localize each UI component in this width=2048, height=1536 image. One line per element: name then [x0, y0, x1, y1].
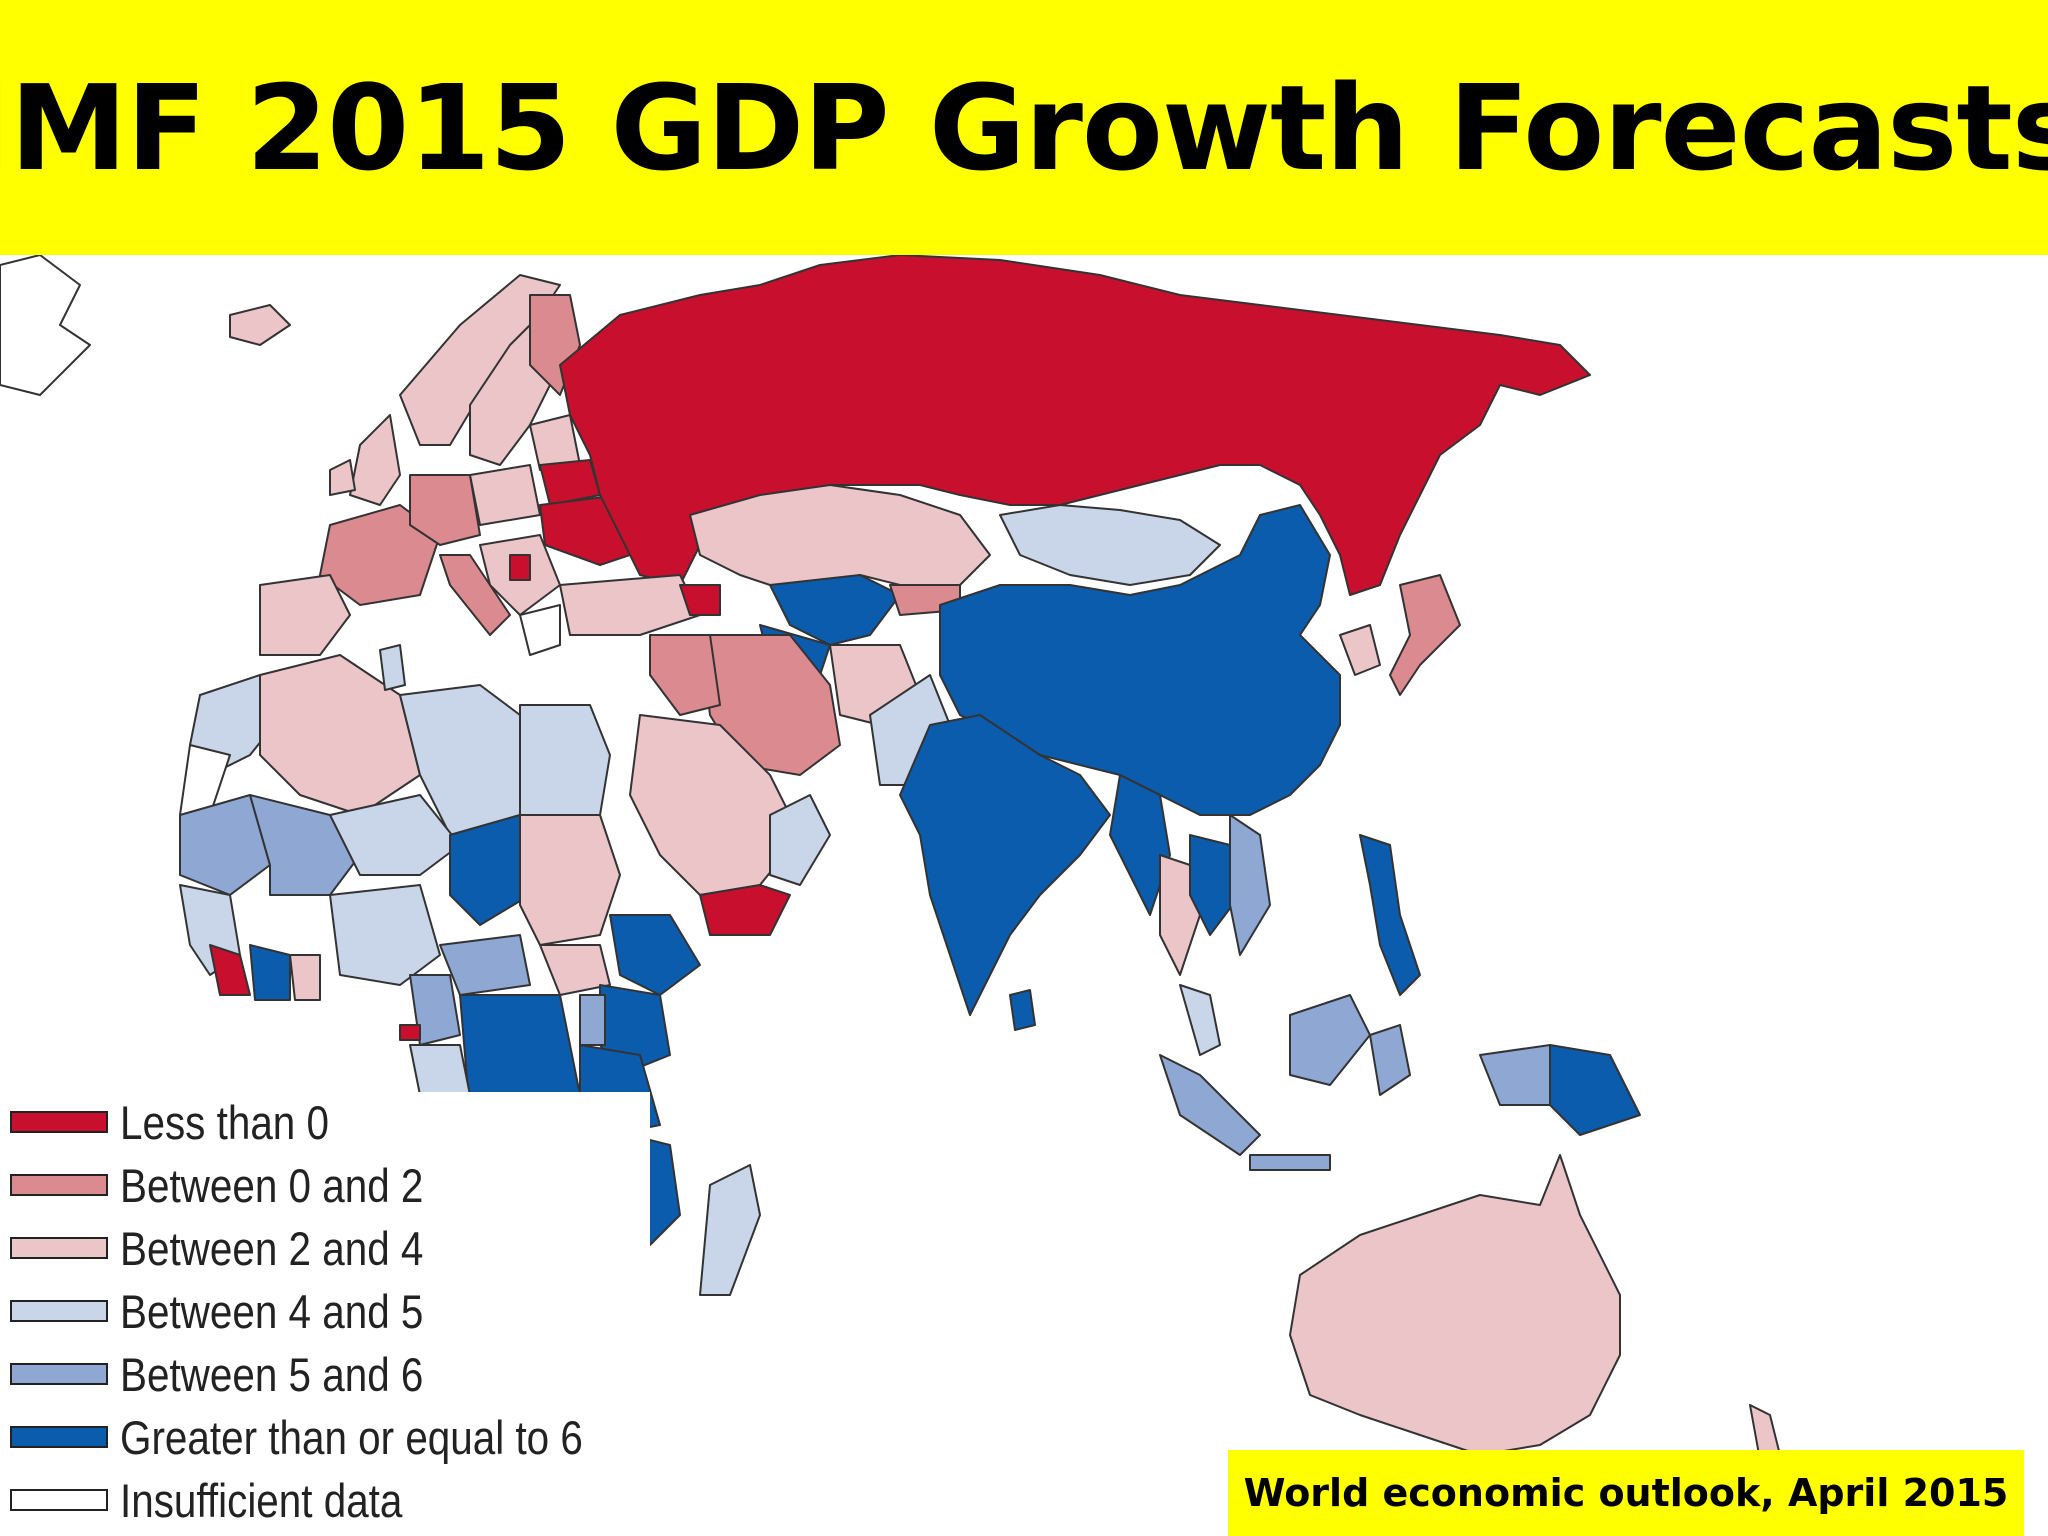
legend-swatch — [10, 1489, 108, 1511]
region-new-guinea-west — [1479, 1044, 1561, 1106]
region-niger — [329, 794, 461, 876]
region-laos-cambodia — [1189, 834, 1241, 936]
region-iceland — [229, 304, 291, 346]
region-oman — [769, 794, 831, 886]
region-sulawesi — [1369, 1024, 1411, 1096]
source-box: World economic outlook, April 2015 — [1228, 1450, 2024, 1536]
region-poland — [469, 464, 541, 526]
legend-label: Less than 0 — [120, 1095, 329, 1149]
legend-label: Between 5 and 6 — [120, 1347, 424, 1401]
legend-swatch — [10, 1111, 108, 1133]
region-uk — [349, 414, 401, 506]
legend-item-5-to-6: Between 5 and 6 — [10, 1344, 473, 1404]
region-nigeria — [329, 884, 441, 986]
region-cameroon — [409, 974, 461, 1046]
legend-item-ge-6: Greater than or equal to 6 — [10, 1407, 658, 1467]
region-malaysia — [1179, 984, 1221, 1056]
region-philippines — [1359, 834, 1421, 996]
region-car — [439, 934, 531, 996]
map-legend: Less than 0 Between 0 and 2 Between 2 an… — [0, 1092, 650, 1536]
region-uzbekistan — [769, 574, 901, 646]
region-ethiopia — [609, 914, 701, 996]
region-ireland — [329, 459, 356, 496]
legend-item-insufficient: Insufficient data — [10, 1470, 448, 1530]
legend-swatch — [10, 1300, 108, 1322]
region-sudan — [519, 814, 621, 946]
region-france — [319, 504, 441, 606]
region-borneo — [1289, 994, 1371, 1086]
legend-swatch — [10, 1426, 108, 1448]
region-greece — [519, 604, 561, 656]
legend-swatch — [10, 1174, 108, 1196]
legend-label: Between 2 and 4 — [120, 1221, 424, 1275]
legend-label: Greater than or equal to 6 — [120, 1410, 583, 1464]
legend-label: Between 0 and 2 — [120, 1158, 424, 1212]
region-uganda — [579, 994, 606, 1046]
region-cote-divoire — [249, 944, 291, 1001]
region-madagascar — [699, 1164, 761, 1296]
title-band: IMF 2015 GDP Growth Forecasts — [0, 0, 2048, 255]
region-iraq — [649, 634, 721, 716]
region-sierra-leone — [209, 944, 251, 996]
region-yemen — [699, 884, 791, 936]
region-algeria — [259, 654, 421, 816]
region-gabon — [409, 1044, 471, 1096]
region-png — [1549, 1044, 1641, 1136]
region-java — [1249, 1154, 1331, 1171]
region-turkey — [559, 574, 701, 636]
region-serbia — [509, 554, 531, 581]
region-australia — [1289, 1154, 1621, 1456]
region-caucasus — [679, 584, 721, 616]
legend-item-2-to-4: Between 2 and 4 — [10, 1218, 473, 1278]
legend-item-less-than-0: Less than 0 — [10, 1092, 363, 1152]
legend-label: Between 4 and 5 — [120, 1284, 424, 1338]
region-equatorial-guinea — [399, 1024, 421, 1041]
region-mongolia — [999, 504, 1221, 586]
region-greenland — [0, 255, 91, 396]
region-vietnam — [1229, 814, 1271, 956]
region-srilanka — [1009, 989, 1036, 1031]
region-chad — [449, 814, 531, 926]
region-tunisia — [379, 644, 406, 691]
region-iberia — [259, 574, 351, 656]
legend-item-4-to-5: Between 4 and 5 — [10, 1281, 473, 1341]
source-citation: World economic outlook, April 2015 — [1243, 1471, 2009, 1515]
region-japan — [1389, 574, 1461, 696]
region-india — [899, 714, 1111, 1016]
region-egypt — [519, 704, 611, 816]
legend-swatch — [10, 1237, 108, 1259]
region-ghana — [289, 954, 321, 1001]
region-korea — [1339, 624, 1381, 676]
legend-item-0-to-2: Between 0 and 2 — [10, 1155, 473, 1215]
region-south-sudan — [539, 944, 611, 996]
slide-title: IMF 2015 GDP Growth Forecasts — [0, 58, 2048, 197]
region-myanmar — [1109, 774, 1171, 916]
region-italy — [439, 554, 511, 636]
legend-label: Insufficient data — [120, 1473, 403, 1527]
legend-swatch — [10, 1363, 108, 1385]
region-sumatra — [1159, 1054, 1261, 1156]
region-germany — [409, 474, 481, 546]
region-mauritania — [179, 794, 271, 896]
world-map — [0, 255, 2048, 1536]
